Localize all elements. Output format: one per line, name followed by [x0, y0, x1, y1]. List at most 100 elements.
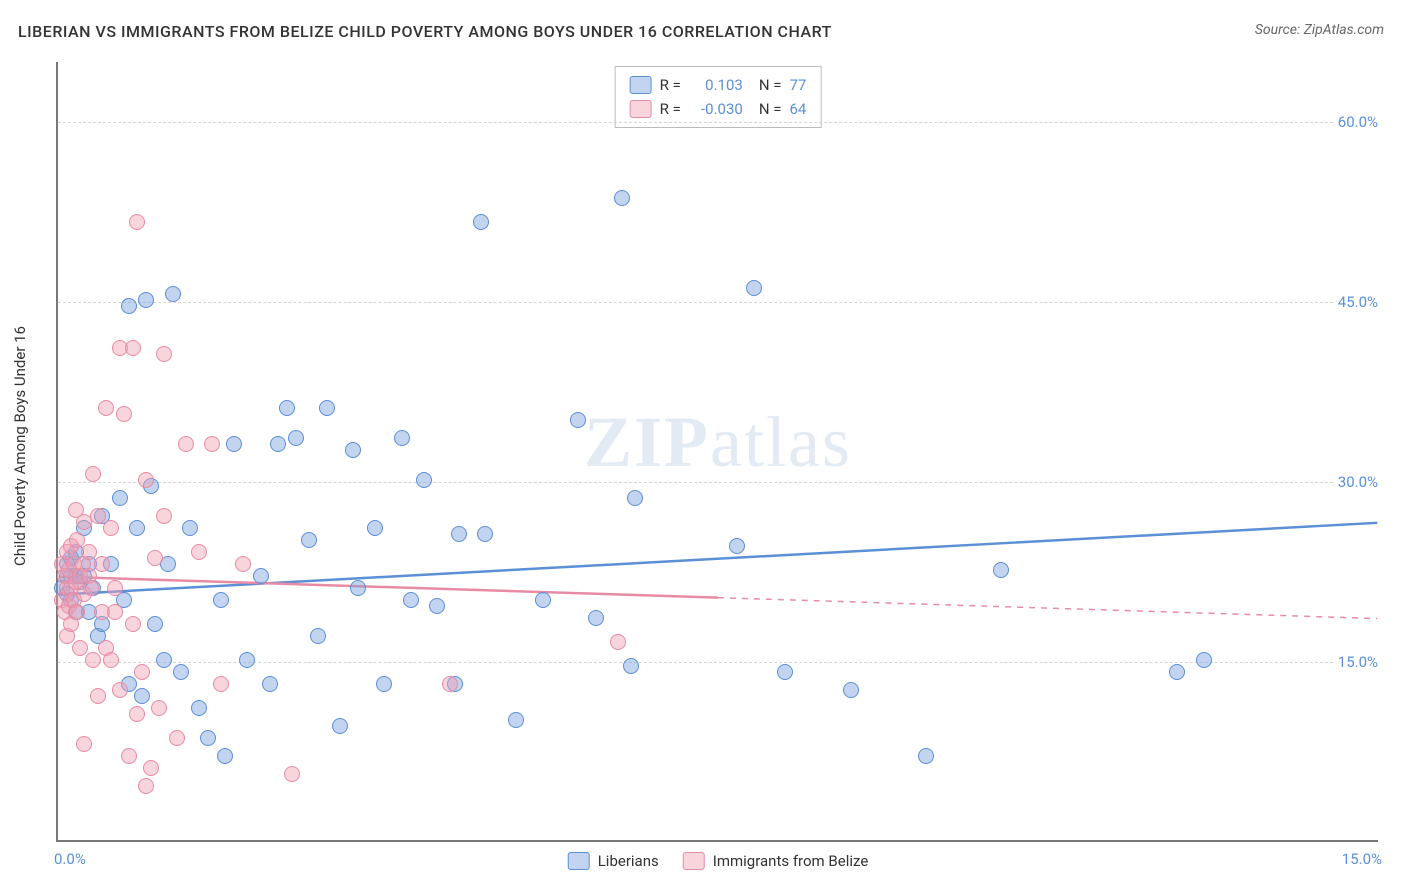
data-point-liberians [535, 592, 551, 608]
watermark: ZIPatlas [584, 401, 852, 484]
data-point-liberians [319, 400, 335, 416]
data-point-liberians [416, 472, 432, 488]
data-point-liberians [213, 592, 229, 608]
data-point-liberians [138, 292, 154, 308]
r-value-belize: -0.030 [689, 97, 743, 121]
data-point-liberians [288, 430, 304, 446]
data-point-liberians [570, 412, 586, 428]
data-point-liberians [226, 436, 242, 452]
n-label: N = [759, 97, 782, 121]
data-point-liberians [843, 682, 859, 698]
chart-container: LIBERIAN VS IMMIGRANTS FROM BELIZE CHILD… [0, 0, 1406, 892]
y-tick-label: 60.0% [1334, 113, 1382, 131]
data-point-belize [125, 616, 141, 632]
n-label: N = [759, 73, 782, 97]
data-point-belize [143, 760, 159, 776]
data-point-belize [116, 406, 132, 422]
data-point-belize [76, 736, 92, 752]
legend-row-belize: R = -0.030 N = 64 [630, 97, 807, 121]
data-point-liberians [156, 652, 172, 668]
data-point-belize [129, 706, 145, 722]
data-point-liberians [403, 592, 419, 608]
data-point-liberians [262, 676, 278, 692]
data-point-liberians [614, 190, 630, 206]
swatch-belize [683, 852, 705, 870]
data-point-liberians [367, 520, 383, 536]
r-label: R = [660, 97, 681, 121]
legend-row-liberians: R = 0.103 N = 77 [630, 73, 807, 97]
data-point-liberians [508, 712, 524, 728]
data-point-liberians [918, 748, 934, 764]
data-point-belize [112, 682, 128, 698]
data-point-liberians [777, 664, 793, 680]
gridline [58, 302, 1378, 303]
n-value-belize: 64 [789, 97, 806, 121]
y-axis-title: Child Poverty Among Boys Under 16 [11, 326, 29, 566]
data-point-belize [191, 544, 207, 560]
data-point-belize [213, 676, 229, 692]
data-point-liberians [253, 568, 269, 584]
data-point-liberians [310, 628, 326, 644]
data-point-liberians [729, 538, 745, 554]
data-point-belize [121, 748, 137, 764]
gridline [58, 662, 1378, 663]
data-point-belize [134, 664, 150, 680]
chart-title: LIBERIAN VS IMMIGRANTS FROM BELIZE CHILD… [18, 22, 832, 41]
legend-label-belize: Immigrants from Belize [713, 852, 869, 870]
data-point-belize [107, 604, 123, 620]
swatch-belize [630, 100, 652, 118]
trendline-belize [59, 577, 718, 598]
data-point-liberians [451, 526, 467, 542]
data-point-liberians [147, 616, 163, 632]
data-point-liberians [1169, 664, 1185, 680]
data-point-liberians [173, 664, 189, 680]
r-label: R = [660, 73, 681, 97]
legend-item-belize: Immigrants from Belize [683, 852, 869, 870]
y-tick-label: 15.0% [1334, 653, 1382, 671]
data-point-belize [442, 676, 458, 692]
data-point-liberians [239, 652, 255, 668]
trendline-extrapolated-belize [718, 598, 1377, 619]
swatch-liberians [568, 852, 590, 870]
data-point-liberians [332, 718, 348, 734]
data-point-liberians [165, 286, 181, 302]
data-point-liberians [129, 520, 145, 536]
data-point-liberians [345, 442, 361, 458]
trendline-liberians [59, 523, 1378, 595]
x-axis-max-label: 15.0% [1342, 850, 1382, 868]
data-point-belize [103, 652, 119, 668]
data-point-liberians [473, 214, 489, 230]
data-point-liberians [270, 436, 286, 452]
data-point-liberians [746, 280, 762, 296]
data-point-belize [138, 472, 154, 488]
data-point-belize [103, 520, 119, 536]
data-point-belize [90, 688, 106, 704]
data-point-liberians [191, 700, 207, 716]
trend-lines [58, 62, 1378, 840]
data-point-liberians [1196, 652, 1212, 668]
swatch-liberians [630, 76, 652, 94]
data-point-belize [204, 436, 220, 452]
data-point-belize [83, 580, 99, 596]
gridline [58, 482, 1378, 483]
data-point-liberians [301, 532, 317, 548]
data-point-belize [178, 436, 194, 452]
plot-area: ZIPatlas R = 0.103 N = 77 R = -0.030 N =… [56, 62, 1378, 842]
legend-label-liberians: Liberians [598, 852, 659, 870]
data-point-belize [156, 508, 172, 524]
data-point-belize [151, 700, 167, 716]
data-point-belize [147, 550, 163, 566]
data-point-belize [125, 340, 141, 356]
data-point-liberians [112, 490, 128, 506]
data-point-belize [94, 556, 110, 572]
data-point-belize [90, 508, 106, 524]
data-point-belize [72, 640, 88, 656]
data-point-liberians [429, 598, 445, 614]
data-point-liberians [394, 430, 410, 446]
data-point-belize [85, 652, 101, 668]
data-point-belize [156, 346, 172, 362]
data-point-liberians [182, 520, 198, 536]
series-legend: Liberians Immigrants from Belize [568, 852, 869, 870]
data-point-belize [81, 544, 97, 560]
y-tick-label: 45.0% [1334, 293, 1382, 311]
